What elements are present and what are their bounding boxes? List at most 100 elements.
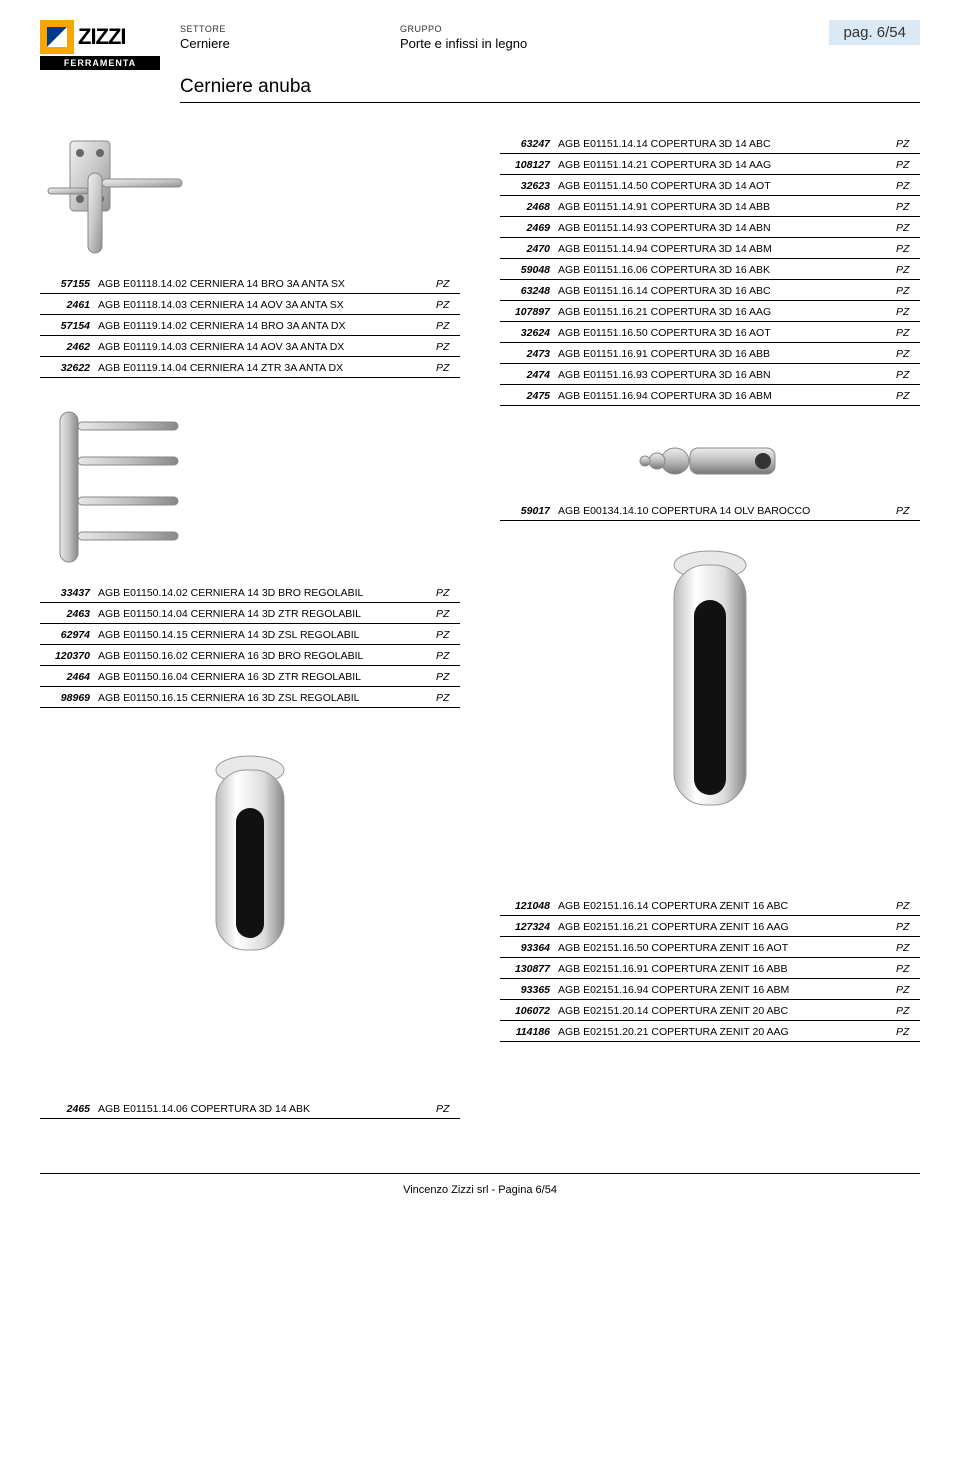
product-code: 93364 [500, 942, 550, 954]
product-code: 2462 [40, 341, 90, 353]
product-unit: PZ [896, 222, 920, 234]
product-unit: PZ [436, 278, 460, 290]
product-code: 32623 [500, 180, 550, 192]
logo-subtitle: FERRAMENTA [40, 56, 160, 70]
product-row: 93365 AGB E02151.16.94 COPERTURA ZENIT 16… [500, 979, 920, 1000]
product-code: 2468 [500, 201, 550, 213]
product-description: AGB E02151.20.14 COPERTURA ZENIT 20 ABC [558, 1005, 888, 1017]
product-row: 57155 AGB E01118.14.02 CERNIERA 14 BRO 3A… [40, 273, 460, 294]
product-code: 114186 [500, 1026, 550, 1038]
product-code: 63248 [500, 285, 550, 297]
settore-value: Cerniere [180, 36, 400, 51]
product-description: AGB E01151.16.50 COPERTURA 3D 16 AOT [558, 327, 888, 339]
section-title-row: Cerniere anuba [180, 76, 920, 103]
product-description: AGB E01119.14.02 CERNIERA 14 BRO 3A ANTA… [98, 320, 428, 332]
product-description: AGB E01150.14.02 CERNIERA 14 3D BRO REGO… [98, 587, 428, 599]
section-title: Cerniere anuba [180, 76, 920, 98]
product-code: 2463 [40, 608, 90, 620]
product-code: 93365 [500, 984, 550, 996]
product-code: 2474 [500, 369, 550, 381]
product-code: 33437 [40, 587, 90, 599]
product-image-cover-small [40, 748, 460, 968]
product-unit: PZ [896, 201, 920, 213]
product-table: 33437 AGB E01150.14.02 CERNIERA 14 3D BRO… [40, 582, 460, 708]
product-code: 32624 [500, 327, 550, 339]
product-code: 59048 [500, 264, 550, 276]
product-row: 2463 AGB E01150.14.04 CERNIERA 14 3D ZTR … [40, 603, 460, 624]
product-row: 32623AGB E01151.14.50 COPERTURA 3D 14 AO… [500, 175, 920, 196]
product-row: 33437 AGB E01150.14.02 CERNIERA 14 3D BRO… [40, 582, 460, 603]
product-code: 2473 [500, 348, 550, 360]
product-row: 121048AGB E02151.16.14 COPERTURA ZENIT 1… [500, 895, 920, 916]
content-columns: 57155 AGB E01118.14.02 CERNIERA 14 BRO 3A… [40, 133, 920, 1143]
product-row: 93364 AGB E02151.16.50 COPERTURA ZENIT 16… [500, 937, 920, 958]
product-code: 59017 [500, 505, 550, 517]
product-unit: PZ [436, 341, 460, 353]
product-table: 63247 AGB E01151.14.14 COPERTURA 3D 14 AB… [500, 133, 920, 406]
product-description: AGB E01151.14.94 COPERTURA 3D 14 ABM [558, 243, 888, 255]
product-row: 57154 AGB E01119.14.02 CERNIERA 14 BRO 3A… [40, 315, 460, 336]
header-meta: SETTORE Cerniere GRUPPO Porte e infissi … [180, 20, 809, 51]
product-code: 120370 [40, 650, 90, 662]
product-code: 57155 [40, 278, 90, 290]
product-description: AGB E01118.14.03 CERNIERA 14 AOV 3A ANTA… [98, 299, 428, 311]
product-row: 2474 AGB E01151.16.93 COPERTURA 3D 16 ABN… [500, 364, 920, 385]
product-description: AGB E02151.20.21 COPERTURA ZENIT 20 AAG [558, 1026, 888, 1038]
product-code: 63247 [500, 138, 550, 150]
product-description: AGB E01151.16.06 COPERTURA 3D 16 ABK [558, 264, 888, 276]
product-unit: PZ [896, 921, 920, 933]
product-image-cover-tall [500, 545, 920, 825]
product-code: 2465 [40, 1103, 90, 1115]
product-description: AGB E01150.16.15 CERNIERA 16 3D ZSL REGO… [98, 692, 428, 704]
product-unit: PZ [896, 348, 920, 360]
product-code: 108127 [500, 159, 550, 171]
product-row: 62974AGB E01150.14.15 CERNIERA 14 3D ZSL… [40, 624, 460, 645]
product-description: AGB E00134.14.10 COPERTURA 14 OLV BAROCC… [558, 505, 888, 517]
product-description: AGB E01150.14.04 CERNIERA 14 3D ZTR REGO… [98, 608, 428, 620]
product-description: AGB E01118.14.02 CERNIERA 14 BRO 3A ANTA… [98, 278, 428, 290]
product-description: AGB E01151.16.94 COPERTURA 3D 16 ABM [558, 390, 888, 402]
product-table: 121048AGB E02151.16.14 COPERTURA ZENIT 1… [500, 895, 920, 1042]
product-unit: PZ [436, 671, 460, 683]
product-description: AGB E01151.16.93 COPERTURA 3D 16 ABN [558, 369, 888, 381]
product-description: AGB E01151.14.14 COPERTURA 3D 14 ABC [558, 138, 888, 150]
product-row: 2468 AGB E01151.14.91 COPERTURA 3D 14 ABB… [500, 196, 920, 217]
product-description: AGB E01119.14.04 CERNIERA 14 ZTR 3A ANTA… [98, 362, 428, 374]
product-row: 32622AGB E01119.14.04 CERNIERA 14 ZTR 3A… [40, 357, 460, 378]
product-row: 2470 AGB E01151.14.94 COPERTURA 3D 14 ABM… [500, 238, 920, 259]
product-row: 107897AGB E01151.16.21 COPERTURA 3D 16 A… [500, 301, 920, 322]
product-code: 107897 [500, 306, 550, 318]
product-row: 59017 AGB E00134.14.10 COPERTURA 14 OLV B… [500, 500, 920, 521]
product-table: 59017 AGB E00134.14.10 COPERTURA 14 OLV B… [500, 500, 920, 521]
product-table: 57155 AGB E01118.14.02 CERNIERA 14 BRO 3A… [40, 273, 460, 378]
logo-text: ZIZZI [78, 24, 126, 50]
product-unit: PZ [896, 306, 920, 318]
product-code: 98969 [40, 692, 90, 704]
product-unit: PZ [896, 1005, 920, 1017]
product-row: 2475AGB E01151.16.94 COPERTURA 3D 16 ABM… [500, 385, 920, 406]
product-row: 120370 AGB E01150.16.02 CERNIERA 16 3D BR… [40, 645, 460, 666]
product-code: 57154 [40, 320, 90, 332]
product-description: AGB E01151.14.06 COPERTURA 3D 14 ABK [98, 1103, 428, 1115]
right-column: 63247 AGB E01151.14.14 COPERTURA 3D 14 AB… [500, 133, 920, 1143]
logo: ZIZZI FERRAMENTA [40, 20, 160, 70]
product-unit: PZ [896, 963, 920, 975]
product-description: AGB E01151.14.91 COPERTURA 3D 14 ABB [558, 201, 888, 213]
product-unit: PZ [436, 692, 460, 704]
product-description: AGB E01150.16.02 CERNIERA 16 3D BRO REGO… [98, 650, 428, 662]
product-code: 121048 [500, 900, 550, 912]
product-description: AGB E01151.16.91 COPERTURA 3D 16 ABB [558, 348, 888, 360]
product-code: 2470 [500, 243, 550, 255]
product-row: 114186 AGB E02151.20.21 COPERTURA ZENIT 2… [500, 1021, 920, 1042]
product-description: AGB E02151.16.50 COPERTURA ZENIT 16 AOT [558, 942, 888, 954]
product-unit: PZ [436, 608, 460, 620]
product-description: AGB E02151.16.94 COPERTURA ZENIT 16 ABM [558, 984, 888, 996]
product-code: 106072 [500, 1005, 550, 1017]
product-code: 130877 [500, 963, 550, 975]
product-image-barocco-pin [500, 430, 920, 490]
product-description: AGB E02151.16.21 COPERTURA ZENIT 16 AAG [558, 921, 888, 933]
product-row: 108127AGB E01151.14.21 COPERTURA 3D 14 A… [500, 154, 920, 175]
product-unit: PZ [436, 299, 460, 311]
product-row: 32624 AGB E01151.16.50 COPERTURA 3D 16 AO… [500, 322, 920, 343]
product-row: 2464AGB E01150.16.04 CERNIERA 16 3D ZTR … [40, 666, 460, 687]
